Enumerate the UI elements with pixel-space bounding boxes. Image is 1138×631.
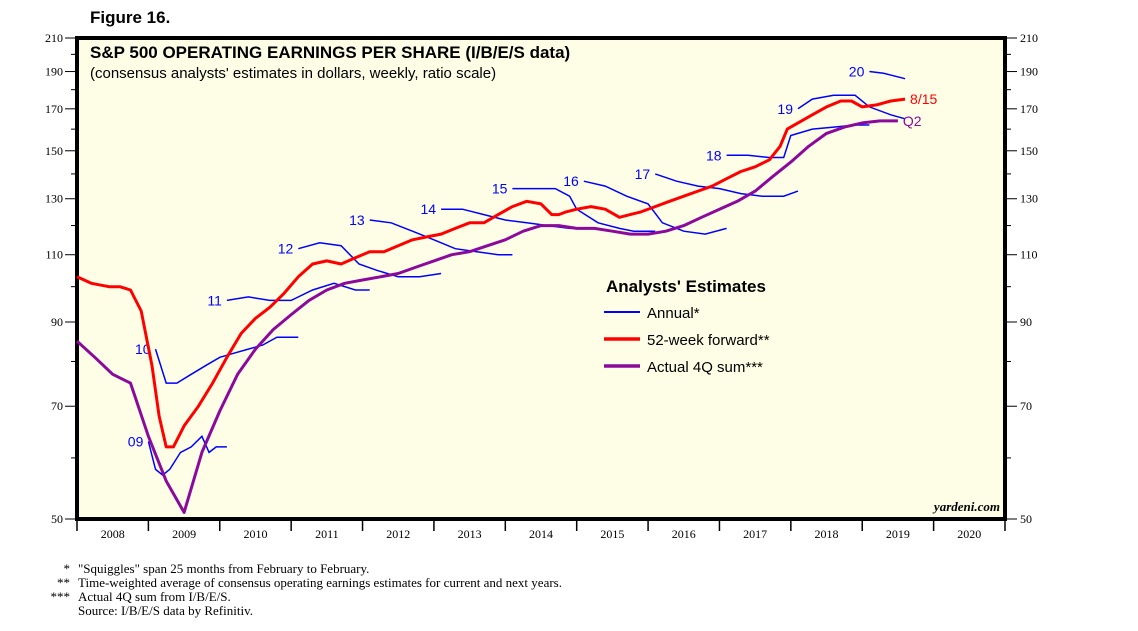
footnote-text: Time-weighted average of consensus opera… [78, 575, 562, 590]
y-tick-label-left: 210 [45, 31, 63, 45]
y-tick-label-left: 170 [45, 102, 63, 116]
y-tick-label-right: 170 [1020, 102, 1038, 116]
legend: Analysts' Estimates Annual* 52-week forwar… [604, 277, 770, 376]
legend-title: Analysts' Estimates [606, 277, 766, 296]
footnote-mark: *** [50, 589, 71, 604]
annual-label-15: 15 [492, 181, 508, 197]
footnote: Source: I/B/E/S data by Refinitiv. [40, 604, 253, 618]
legend-entry-label: Annual* [647, 305, 700, 322]
footnote: *** Actual 4Q sum from I/B/E/S. [40, 590, 231, 604]
x-tick-label: 2016 [672, 527, 696, 541]
y-tick-label-right: 50 [1020, 512, 1032, 526]
annual-label-12: 12 [278, 241, 294, 257]
y-tick-label-right: 210 [1020, 31, 1038, 45]
footnote-text: Actual 4Q sum from I/B/E/S. [78, 589, 231, 604]
y-tick-label-right: 110 [1020, 248, 1038, 262]
x-tick-label: 2018 [815, 527, 839, 541]
x-tick-label: 2017 [743, 527, 767, 541]
y-tick-label-right: 70 [1020, 399, 1032, 413]
x-tick-label: 2009 [172, 527, 196, 541]
annual-line-16 [583, 180, 727, 235]
y-tick-label-right: 90 [1020, 315, 1032, 329]
y-tick-label-left: 110 [45, 248, 63, 262]
annual-line-13 [369, 219, 513, 256]
annual-line-19 [797, 94, 906, 120]
figure-label: Figure 16. [90, 8, 171, 27]
annual-label-19: 19 [777, 101, 793, 117]
footnote-text: "Squiggles" span 25 months from February… [78, 561, 370, 576]
annual-line-17 [654, 173, 799, 197]
actual-line [75, 119, 898, 514]
x-axis: 2008 2009 2010 2011 2012 2013 2014 2015 2016 2017… [76, 519, 1006, 541]
annual-label-11: 11 [207, 292, 222, 308]
y-tick-label-left: 50 [51, 512, 63, 526]
x-tick-label: 2013 [458, 527, 482, 541]
chart-subtitle: (consensus analysts' estimates in dollar… [90, 65, 496, 82]
annual-label-09: 09 [128, 434, 144, 450]
x-tick-label: 2019 [886, 527, 910, 541]
y-tick-label-left: 90 [51, 315, 63, 329]
annual-label-16: 16 [563, 173, 579, 189]
footnote-text: Source: I/B/E/S data by Refinitiv. [78, 603, 253, 618]
x-tick-label: 2010 [243, 527, 267, 541]
annual-line-12 [298, 242, 442, 278]
legend-entry-label: Actual 4Q sum*** [647, 359, 763, 376]
annual-line-20 [869, 70, 906, 80]
x-tick-label: 2011 [315, 527, 339, 541]
x-tick-label: 2015 [600, 527, 624, 541]
footnote: ** Time-weighted average of consensus ope… [40, 576, 562, 590]
footnote-mark: ** [57, 575, 70, 590]
annual-line-11 [226, 282, 370, 302]
annual-label-13: 13 [349, 212, 365, 228]
y-tick-label-left: 190 [45, 65, 63, 79]
footnote: * "Squiggles" span 25 months from Februar… [40, 561, 370, 576]
x-tick-label: 2008 [101, 527, 125, 541]
annual-label-14: 14 [420, 201, 436, 217]
forward-line-end-label: 8/15 [910, 91, 937, 107]
y-tick-label-left: 130 [45, 192, 63, 206]
y-tick-label-right: 130 [1020, 192, 1038, 206]
y-tick-label-right: 190 [1020, 65, 1038, 79]
actual-line-end-label: Q2 [903, 113, 922, 129]
y-axis-left: 50 70 90 110 130 150 170 190 210 [45, 31, 77, 526]
annual-label-20: 20 [849, 64, 865, 80]
footnote-mark: * [63, 561, 71, 576]
watermark: yardeni.com [932, 499, 1000, 514]
legend-entry-label: 52-week forward** [647, 332, 770, 349]
x-tick-label: 2012 [386, 527, 410, 541]
y-tick-label-right: 150 [1020, 144, 1038, 158]
forward-line [76, 97, 906, 449]
plot-area [75, 36, 1007, 521]
annual-line-10 [154, 336, 299, 384]
annual-line-09 [147, 435, 227, 477]
chart-title: S&P 500 OPERATING EARNINGS PER SHARE (I/… [90, 43, 570, 62]
annual-label-18: 18 [706, 147, 722, 163]
y-tick-label-left: 150 [45, 144, 63, 158]
y-tick-label-left: 70 [51, 399, 63, 413]
annual-label-17: 17 [635, 166, 651, 182]
x-tick-label: 2014 [529, 527, 553, 541]
x-tick-label: 2020 [957, 527, 981, 541]
y-axis-right: 50 70 90 110 130 150 170 190 210 [1005, 31, 1038, 526]
